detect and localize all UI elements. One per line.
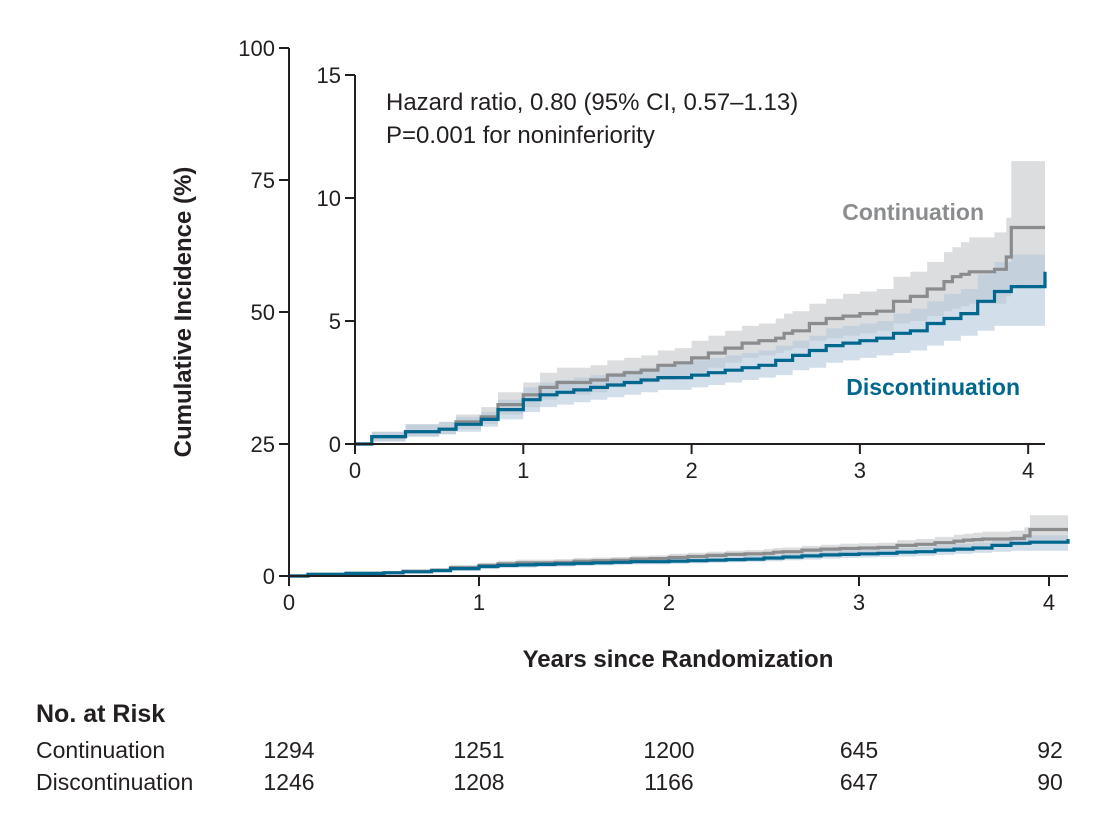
main-y-tick-label: 100 (238, 36, 275, 61)
inset-curves (355, 225, 1047, 446)
inset-x-tick-label: 3 (854, 458, 866, 483)
inset-line-discontinuation (355, 271, 1047, 446)
main-curves (289, 527, 1070, 578)
inset-axes: 0 1 2 3 4 0 5 10 15 (317, 63, 1045, 483)
main-x-tick-label: 3 (853, 590, 865, 615)
inset-y-tick-label: 10 (317, 186, 341, 211)
main-x-tick-label: 0 (283, 590, 295, 615)
main-y-tick-label: 50 (251, 300, 275, 325)
inset-x-tick-label: 1 (517, 458, 529, 483)
main-confidence-bands (289, 515, 1068, 576)
series-label-continuation: Continuation (842, 199, 984, 225)
inset-y-tick-label: 0 (329, 432, 341, 457)
main-x-tick-label: 4 (1043, 590, 1055, 615)
main-y-tick-label: 25 (251, 432, 275, 457)
series-label-discontinuation: Discontinuation (846, 374, 1020, 400)
inset-line-continuation (355, 225, 1045, 446)
inset-x-tick-label: 2 (685, 458, 697, 483)
main-line-discontinuation (289, 539, 1070, 578)
inset-band-discontinuation (355, 217, 1045, 444)
main-x-tick-label: 1 (473, 590, 485, 615)
inset-x-tick-label: 4 (1022, 458, 1034, 483)
main-x-tick-label: 2 (663, 590, 675, 615)
main-y-tick-label: 0 (263, 564, 275, 589)
x-axis-title: Years since Randomization (523, 646, 834, 673)
annotation-p-value: P=0.001 for noninferiority (386, 122, 655, 149)
annotation-hazard-ratio: Hazard ratio, 0.80 (95% CI, 0.57–1.13) (386, 89, 798, 116)
inset-y-tick-label: 15 (317, 63, 341, 88)
main-y-tick-label: 75 (251, 168, 275, 193)
main-band-discontinuation (289, 527, 1068, 576)
inset-y-tick-label: 5 (329, 309, 341, 334)
inset-x-tick-label: 0 (349, 458, 361, 483)
y-axis-title: Cumulative Incidence (%) (170, 167, 197, 458)
